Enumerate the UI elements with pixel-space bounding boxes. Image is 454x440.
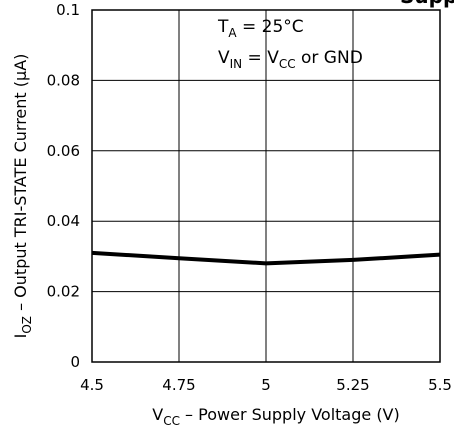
- x-axis-label: VCC – Power Supply Voltage (V): [152, 405, 400, 428]
- annotation-input-rest2: or GND: [296, 48, 363, 68]
- y-tick-label: 0.02: [47, 283, 80, 301]
- annotation-temperature: TA = 25°C: [217, 17, 304, 40]
- y-tick-label: 0.1: [56, 1, 80, 19]
- y-axis-label: IOZ – Output TRI-STATE Current (μA): [11, 54, 34, 339]
- chart-title-fragment: Supply: [400, 0, 454, 8]
- grid-lines: [92, 10, 440, 362]
- annotation-temperature-sub: A: [228, 26, 237, 40]
- y-axis-label-rest: – Output TRI-STATE Current (μA): [11, 54, 30, 316]
- y-axis-label-main: I: [11, 334, 30, 339]
- x-tick-label: 5.25: [336, 376, 369, 394]
- y-tick-label: 0.08: [47, 71, 80, 89]
- annotation-input-main: V: [218, 48, 230, 68]
- annotation-temperature-main: T: [217, 17, 229, 37]
- annotation-input-sub: IN: [230, 57, 243, 71]
- x-axis-label-sub: CC: [163, 414, 180, 428]
- x-tick-labels: 4.5 4.75 5 5.25 5.5: [80, 376, 452, 394]
- y-axis-label-sub: OZ: [20, 316, 34, 334]
- y-tick-label: 0.04: [47, 212, 80, 230]
- x-tick-label: 5.5: [428, 376, 452, 394]
- annotation-input-sub2: CC: [279, 57, 296, 71]
- y-tick-label: 0.06: [47, 142, 80, 160]
- y-tick-label: 0: [70, 353, 80, 371]
- x-tick-label: 5: [261, 376, 271, 394]
- x-tick-label: 4.75: [162, 376, 195, 394]
- annotation-input-voltage: VIN = VCC or GND: [218, 48, 363, 71]
- x-tick-label: 4.5: [80, 376, 104, 394]
- plot-frame: [91, 9, 441, 363]
- annotation-input-rest: = V: [242, 48, 279, 68]
- x-axis-label-main: V: [152, 405, 163, 424]
- x-axis-label-rest: – Power Supply Voltage (V): [180, 405, 400, 424]
- series-line: [91, 250, 441, 266]
- y-tick-labels: 0 0.02 0.04 0.06 0.08 0.1: [47, 1, 80, 371]
- annotation-temperature-rest: = 25°C: [237, 17, 304, 37]
